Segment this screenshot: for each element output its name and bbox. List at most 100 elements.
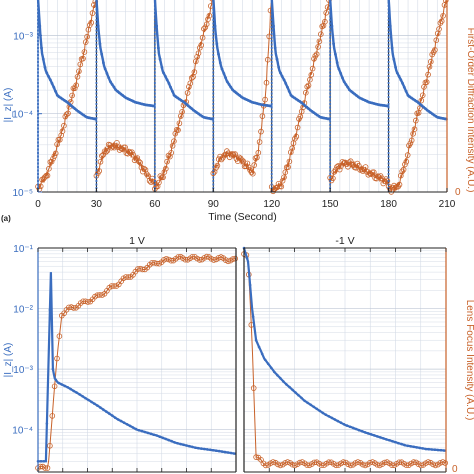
current-point — [99, 406, 102, 409]
intensity-point — [286, 158, 293, 165]
current-point — [40, 46, 43, 50]
intensity-point — [203, 21, 210, 28]
intensity-point — [49, 413, 56, 419]
current-point — [222, 72, 226, 75]
intensity-point — [302, 89, 309, 96]
intensity-point — [46, 165, 52, 172]
current-point — [131, 426, 135, 429]
intensity-point — [399, 168, 406, 175]
current-point — [327, 415, 331, 418]
intensity-point — [41, 174, 48, 181]
current-point — [57, 381, 61, 385]
intensity-point — [396, 181, 403, 188]
current-point — [360, 430, 364, 433]
intensity-point — [282, 169, 289, 176]
current-point — [418, 446, 422, 450]
current-point — [248, 283, 252, 287]
left-axis-label: |I_z| (A) — [3, 343, 14, 378]
intensity-point — [206, 12, 213, 19]
intensity-point — [125, 274, 132, 280]
current-point — [427, 447, 431, 451]
intensity-point — [297, 113, 304, 120]
current-point — [188, 444, 191, 448]
current-point — [217, 52, 220, 56]
intensity-point — [129, 149, 135, 156]
intensity-point — [362, 462, 369, 469]
panel-title: 1 V — [129, 235, 145, 247]
intensity-point — [110, 143, 116, 150]
intensity-point — [245, 164, 252, 171]
intensity-point — [44, 172, 51, 179]
intensity-point — [255, 149, 262, 156]
x-tick-label: 180 — [380, 199, 397, 210]
current-point — [215, 42, 219, 46]
intensity-point — [51, 153, 58, 159]
grid-a — [38, 0, 447, 192]
intensity-point — [61, 122, 67, 129]
current-point — [167, 82, 171, 85]
current-point — [402, 85, 406, 89]
intensity-point — [168, 257, 174, 264]
current-point — [111, 414, 114, 417]
current-point — [119, 419, 123, 423]
intensity-point — [262, 96, 268, 103]
intensity-point — [410, 459, 417, 465]
intensity-point — [103, 149, 109, 155]
intensity-point — [270, 459, 276, 465]
intensity-point — [239, 157, 245, 164]
current-point — [341, 76, 344, 80]
current-point — [149, 432, 153, 436]
current-point — [160, 66, 164, 69]
intensity-point — [70, 305, 77, 311]
intensity-point — [73, 82, 79, 88]
intensity-point — [379, 175, 385, 182]
current-point — [263, 358, 267, 362]
intensity-point — [347, 158, 354, 165]
intensity-point — [404, 152, 411, 158]
intensity-point — [52, 150, 59, 157]
intensity-point — [355, 459, 361, 465]
intensity-point — [99, 153, 105, 159]
current-point — [279, 377, 282, 380]
current-point — [439, 448, 443, 452]
current-point — [69, 387, 72, 391]
intensity-point — [311, 55, 317, 62]
intensity-point — [402, 161, 408, 168]
current-point — [218, 61, 222, 65]
current-point — [303, 399, 306, 403]
current-point — [165, 78, 169, 82]
intensity-point — [203, 253, 210, 260]
current-point — [229, 451, 233, 455]
intensity-point — [82, 39, 89, 45]
intensity-point — [432, 462, 439, 469]
current-point — [336, 419, 340, 423]
intensity-point — [313, 51, 320, 57]
current-point — [312, 405, 316, 409]
current-point — [225, 80, 229, 84]
current-point — [363, 431, 367, 434]
current-point — [112, 85, 116, 89]
current-point — [93, 402, 96, 406]
intensity-point — [164, 158, 170, 165]
current-point — [430, 448, 434, 451]
intensity-point — [259, 113, 266, 119]
current-point — [399, 78, 403, 82]
intensity-point — [281, 174, 287, 181]
current-point — [51, 367, 55, 371]
intensity-point — [419, 92, 426, 99]
intensity-point — [266, 33, 273, 40]
intensity-point — [315, 44, 321, 50]
current-point — [90, 400, 93, 404]
intensity-point — [171, 138, 177, 145]
intensity-point — [175, 127, 181, 133]
intensity-point — [407, 140, 414, 147]
intensity-point — [199, 34, 206, 41]
intensity-point — [232, 255, 239, 262]
intensity-point — [263, 79, 270, 86]
intensity-point — [323, 9, 330, 16]
intensity-point — [163, 165, 169, 172]
current-point — [113, 416, 117, 420]
right-y-tick-label: 0 — [455, 187, 461, 198]
intensity-point — [54, 355, 60, 362]
current-point — [229, 85, 233, 89]
